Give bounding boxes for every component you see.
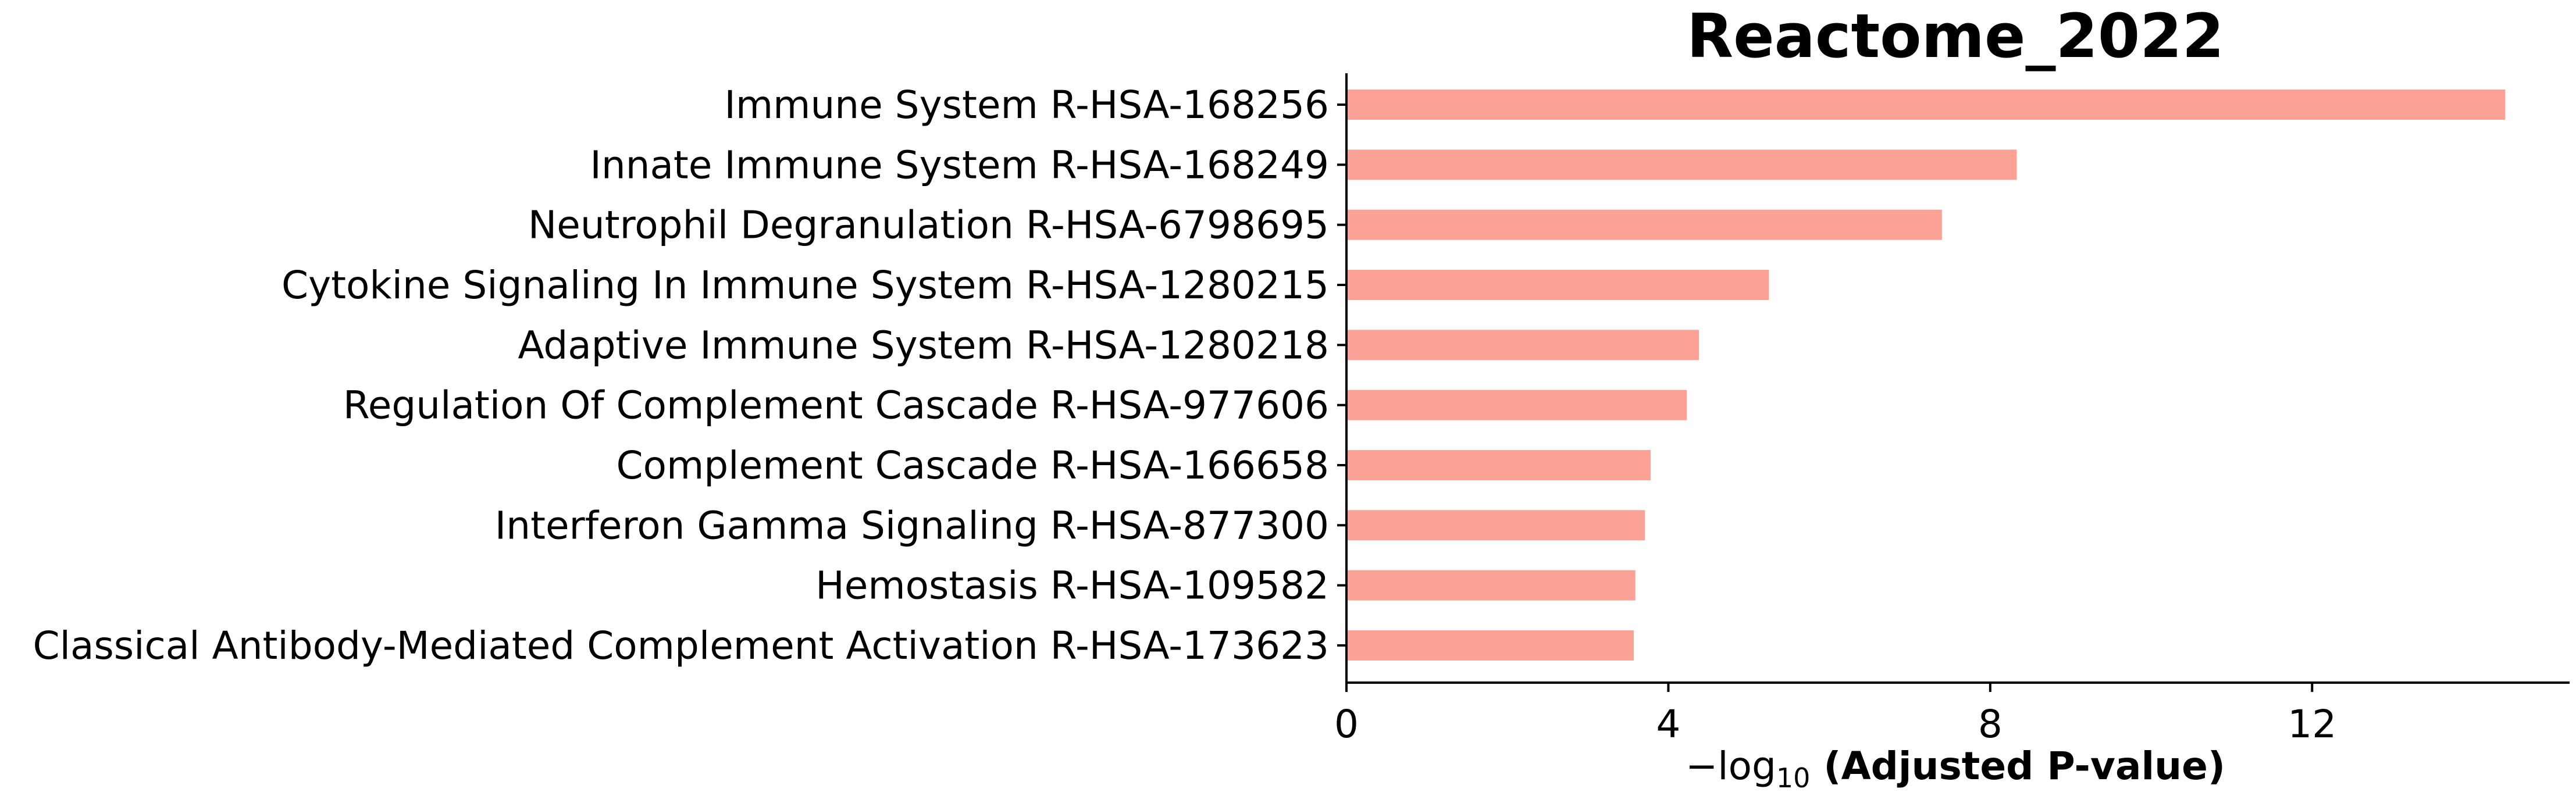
x-axis-label-text: (Adjusted P-value) xyxy=(1810,744,2225,788)
x-axis-label-prefix: −log xyxy=(1686,744,1776,788)
category-label-8: Interferon Gamma Signaling R-HSA-877300 xyxy=(495,503,1329,548)
chart-title: Reactome_2022 xyxy=(1687,1,2224,72)
bars-group xyxy=(1346,90,2506,661)
category-labels: Immune System R-HSA-168256 Innate Immune … xyxy=(33,83,1346,668)
bar-2 xyxy=(1346,149,2017,180)
bar-3 xyxy=(1346,209,1942,240)
category-label-2: Innate Immune System R-HSA-168249 xyxy=(590,142,1329,187)
x-axis-label-subscript: 10 xyxy=(1776,762,1811,794)
x-tick-label-12: 12 xyxy=(2288,702,2336,747)
bar-8 xyxy=(1346,510,1645,541)
x-tick-label-4: 4 xyxy=(1656,702,1680,747)
bar-1 xyxy=(1346,90,2506,120)
x-axis-ticks: 0 4 8 12 xyxy=(1334,683,2336,747)
x-tick-label-8: 8 xyxy=(1978,702,2003,747)
bar-6 xyxy=(1346,390,1687,420)
category-label-5: Adaptive Immune System R-HSA-1280218 xyxy=(518,323,1329,367)
bar-4 xyxy=(1346,269,1769,300)
category-label-7: Complement Cascade R-HSA-166658 xyxy=(616,443,1329,488)
bar-9 xyxy=(1346,570,1636,601)
bar-7 xyxy=(1346,449,1651,480)
x-axis-label: −log10 (Adjusted P-value) xyxy=(1686,744,2225,794)
category-label-6: Regulation Of Complement Cascade R-HSA-9… xyxy=(343,383,1329,428)
category-label-3: Neutrophil Degranulation R-HSA-6798695 xyxy=(528,203,1329,248)
bar-5 xyxy=(1346,330,1699,361)
category-label-9: Hemostasis R-HSA-109582 xyxy=(815,563,1329,608)
category-label-10: Classical Antibody-Mediated Complement A… xyxy=(33,623,1329,668)
category-label-1: Immune System R-HSA-168256 xyxy=(724,83,1329,127)
bar-10 xyxy=(1346,630,1634,661)
category-label-4: Cytokine Signaling In Immune System R-HS… xyxy=(282,263,1329,308)
x-tick-label-0: 0 xyxy=(1334,702,1359,747)
